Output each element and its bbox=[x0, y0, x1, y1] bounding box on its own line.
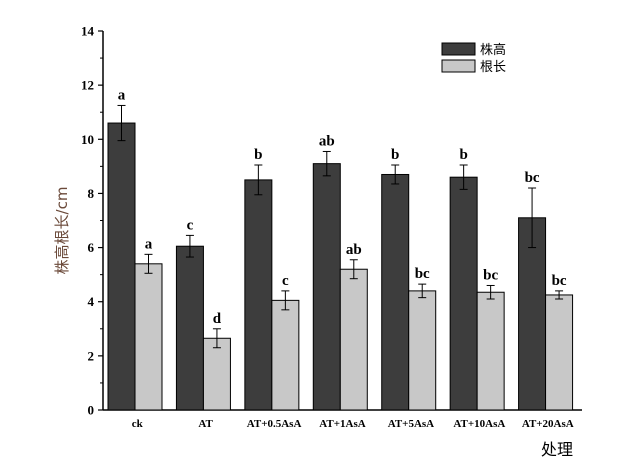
significance-label: d bbox=[213, 311, 222, 327]
significance-label: ab bbox=[346, 242, 362, 258]
y-tick-label: 8 bbox=[88, 186, 95, 201]
legend-label: 株高 bbox=[480, 42, 506, 58]
y-tick-label: 4 bbox=[88, 294, 95, 309]
bar-root-length bbox=[202, 337, 231, 411]
legend-label: 根长 bbox=[480, 60, 506, 75]
significance-label: c bbox=[282, 273, 289, 289]
significance-label: c bbox=[187, 217, 194, 233]
significance-label: a bbox=[118, 87, 126, 103]
legend-swatch bbox=[441, 59, 476, 73]
significance-label: b bbox=[254, 147, 262, 163]
y-tick-label: 14 bbox=[81, 24, 95, 39]
significance-label: ab bbox=[319, 133, 335, 149]
legend: 株高根长 bbox=[441, 42, 506, 75]
y-axis-label: 株高根长/cm bbox=[53, 187, 71, 275]
bar-plant-height bbox=[107, 122, 136, 411]
x-tick-label: AT+10AsA bbox=[453, 418, 505, 430]
significance-label: a bbox=[145, 236, 153, 252]
legend-swatch bbox=[441, 42, 476, 56]
bar-root-length bbox=[545, 294, 574, 411]
x-tick-label: ck bbox=[132, 418, 144, 430]
bar-plant-height bbox=[381, 173, 410, 411]
bar-root-length bbox=[339, 268, 368, 411]
bar-plant-height bbox=[449, 176, 478, 411]
bar-plant-height bbox=[244, 179, 273, 411]
bar-plant-height bbox=[518, 217, 547, 411]
y-tick-label: 6 bbox=[88, 240, 95, 255]
y-tick-label: 2 bbox=[88, 348, 95, 363]
significance-label: bc bbox=[525, 170, 540, 186]
significance-label: bc bbox=[552, 273, 567, 289]
bar-root-length bbox=[408, 290, 437, 411]
x-tick-label: AT+1AsA bbox=[319, 418, 365, 430]
significance-label: bc bbox=[415, 266, 430, 282]
y-tick-label: 0 bbox=[88, 403, 95, 418]
y-tick-label: 12 bbox=[81, 78, 94, 93]
significance-label: b bbox=[391, 147, 399, 163]
bar-plant-height bbox=[312, 163, 341, 411]
x-tick-label: AT+0.5AsA bbox=[247, 418, 302, 430]
significance-label: bc bbox=[483, 267, 498, 283]
bar-root-length bbox=[271, 299, 300, 411]
y-tick-label: 10 bbox=[81, 132, 94, 147]
significance-label: b bbox=[459, 147, 467, 163]
plot-area: 02468101214aackcdATbcAT+0.5AsAababAT+1As… bbox=[81, 24, 582, 430]
bar-plant-height bbox=[175, 245, 204, 411]
x-tick-label: AT+5AsA bbox=[388, 418, 434, 430]
x-tick-label: AT+20AsA bbox=[522, 418, 574, 430]
x-axis-label: 处理 bbox=[541, 440, 573, 459]
bar-root-length bbox=[476, 291, 505, 411]
bar-root-length bbox=[134, 263, 163, 411]
x-tick-label: AT bbox=[198, 418, 213, 430]
